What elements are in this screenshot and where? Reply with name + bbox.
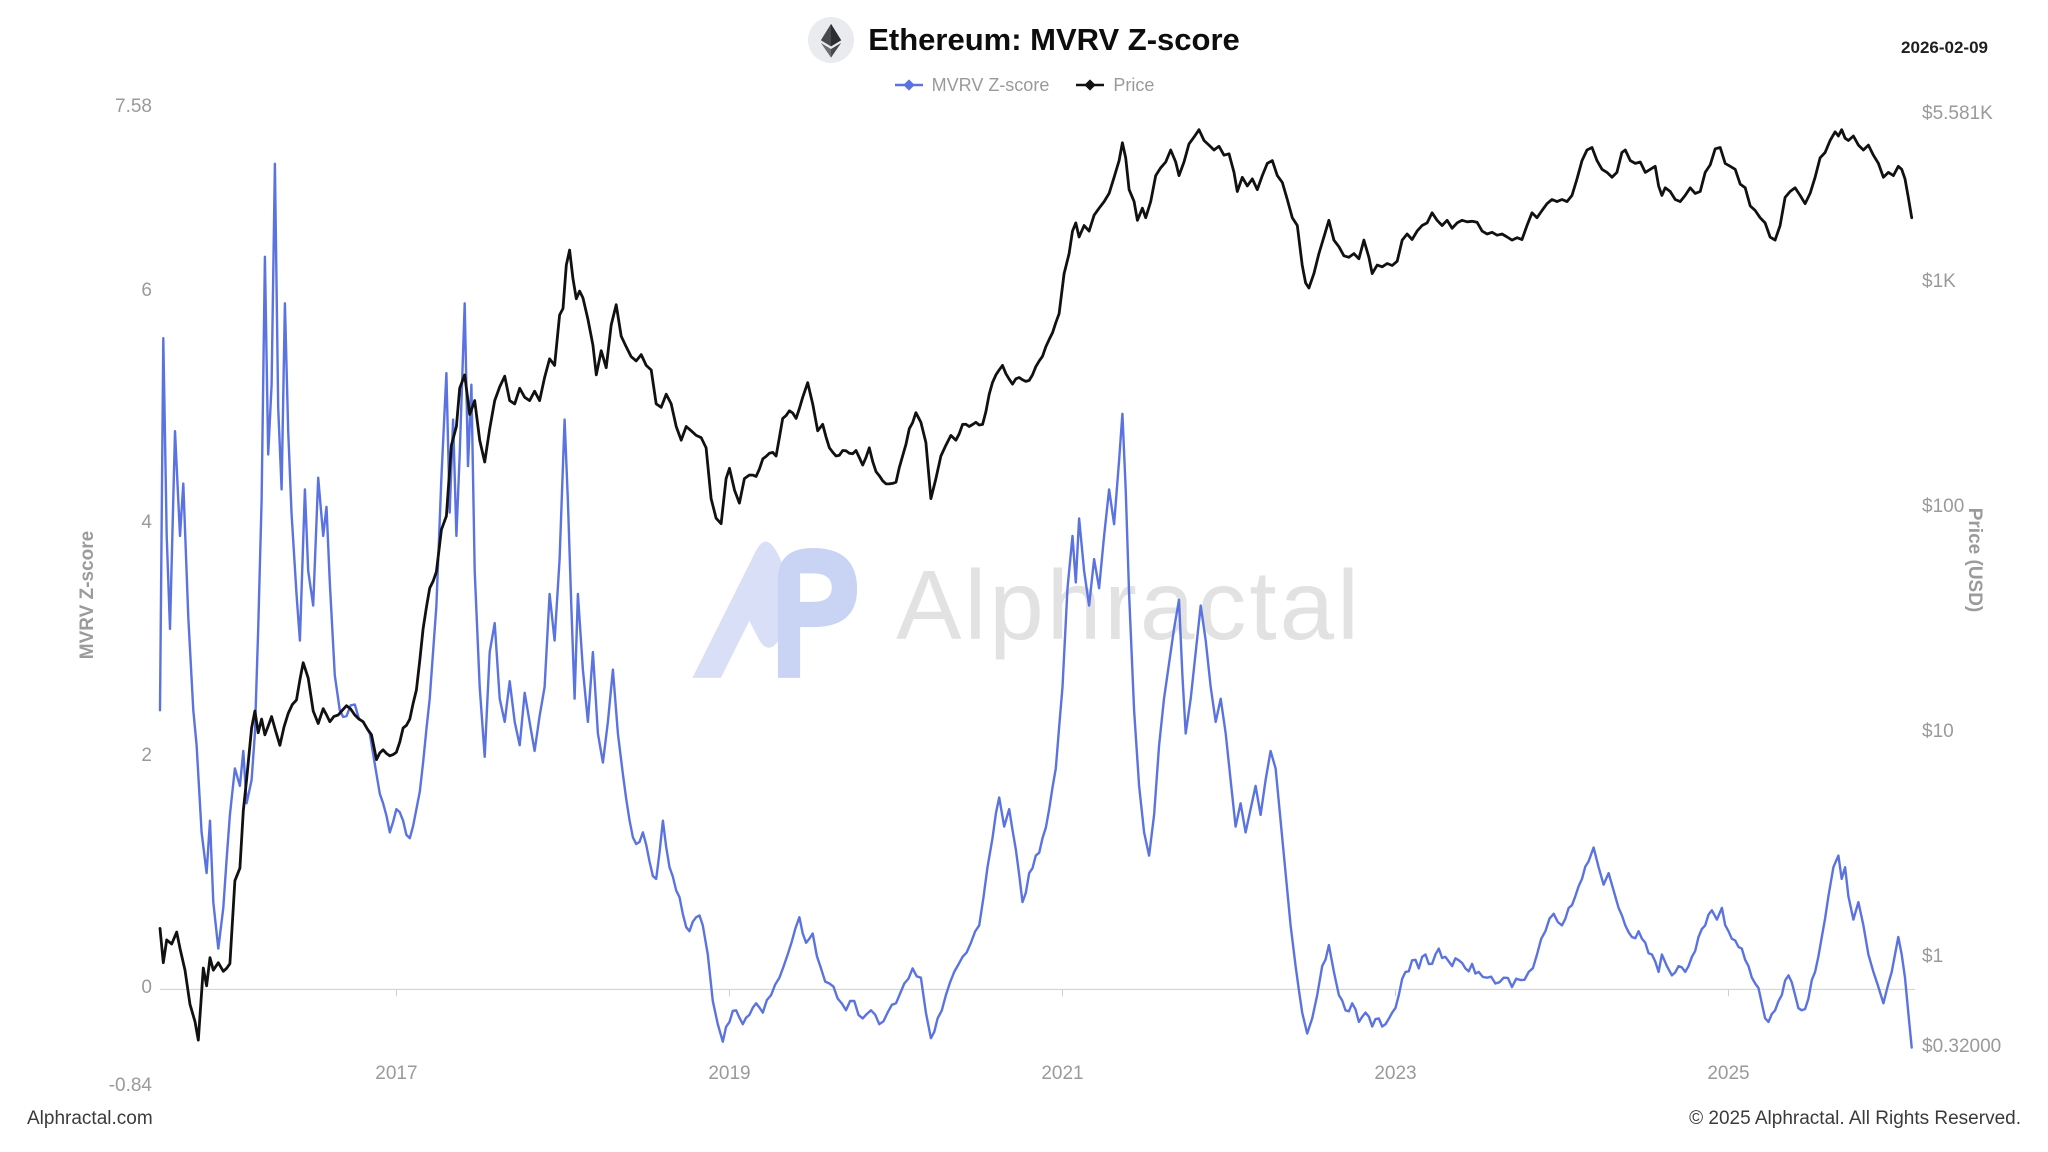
- y-right-tick-label: $0.32000: [1922, 1036, 2002, 1057]
- series-line-price[interactable]: [158, 128, 1914, 1042]
- y-axis-right-title: Price (USD): [1964, 507, 1985, 613]
- series-line-mvrv[interactable]: [158, 162, 1913, 1049]
- y-right-tick-label: $1K: [1922, 270, 1956, 292]
- x-tick-label: 2017: [375, 1063, 418, 1084]
- y-left-tick-label: 7.58: [115, 96, 152, 117]
- y-right-tick-label: $1: [1922, 945, 1944, 967]
- y-left-tick-label: 2: [141, 744, 152, 766]
- y-axis-left-title: MVRV Z-score: [77, 530, 98, 660]
- price-legend-marker-icon: [1076, 79, 1105, 91]
- ethereum-icon: [808, 17, 855, 63]
- legend-item-price[interactable]: Price: [1075, 75, 1154, 96]
- y-left-tick-label: -0.84: [108, 1075, 152, 1096]
- footer-site-link[interactable]: Alphractal.com: [27, 1108, 153, 1129]
- y-right-tick-label: $100: [1922, 495, 1965, 517]
- legend-item-mvrv[interactable]: MVRV Z-score: [894, 74, 1050, 96]
- y-right-tick-label: $10: [1922, 720, 1954, 742]
- legend-label-mvrv: MVRV Z-score: [931, 74, 1050, 95]
- chart-date: 2026-02-09: [1901, 38, 1988, 57]
- y-left-tick-label: 0: [141, 977, 152, 999]
- chart-header: Ethereum: MVRV Z-score: [0, 12, 2048, 68]
- y-left-tick-label: 6: [141, 279, 152, 301]
- legend: MVRV Z-score Price: [0, 72, 2048, 98]
- page-title: Ethereum: MVRV Z-score: [868, 22, 1240, 57]
- mvrv-legend-marker-icon: [894, 79, 923, 91]
- x-tick-label: 2025: [1707, 1063, 1750, 1084]
- legend-label-price: Price: [1113, 74, 1155, 95]
- x-tick-label: 2019: [708, 1063, 751, 1084]
- y-right-tick-label: $5.581K: [1922, 103, 1993, 124]
- footer-copyright: © 2025 Alphractal. All Rights Reserved.: [1689, 1108, 2021, 1129]
- y-left-tick-label: 4: [141, 512, 152, 534]
- x-tick-label: 2023: [1374, 1063, 1417, 1084]
- x-tick-label: 2021: [1041, 1063, 1084, 1084]
